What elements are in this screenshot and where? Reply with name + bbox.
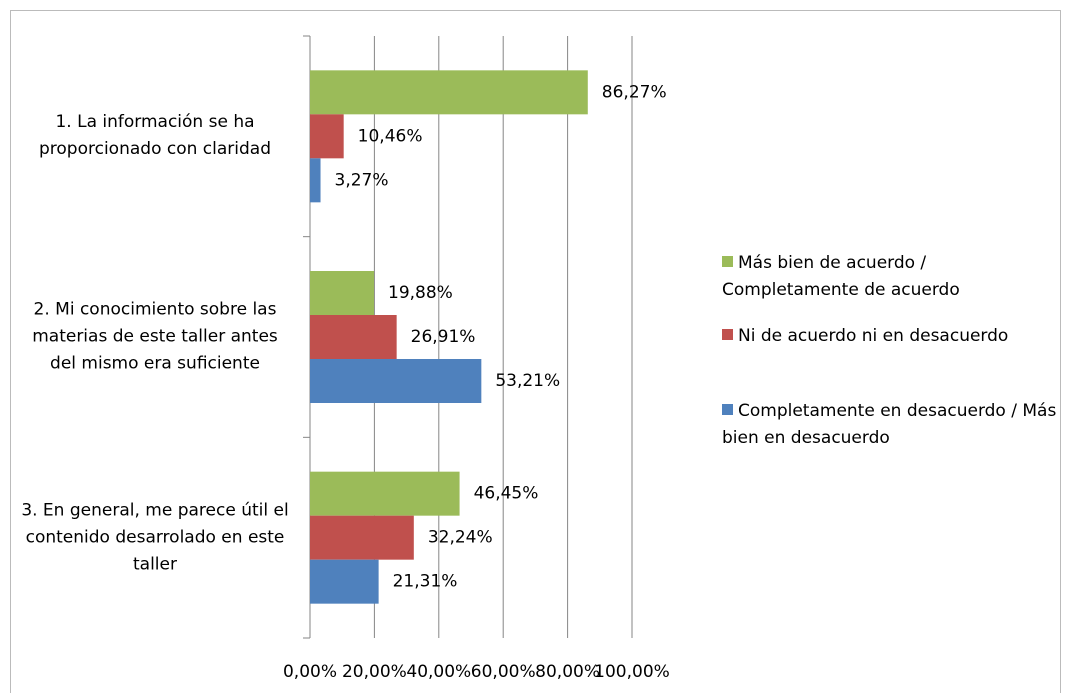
bar: [310, 471, 460, 516]
legend-item: Ni de acuerdo ni en desacuerdo: [722, 323, 1062, 350]
legend-item: Completamente en desacuerdo / Más bien e…: [722, 398, 1062, 452]
bar: [310, 114, 344, 159]
legend-label: Completamente en desacuerdo / Más bien e…: [722, 401, 1057, 448]
x-tick-label: 20,00%: [342, 662, 407, 682]
chart-frame: [10, 10, 1061, 693]
category-label: 2. Mi conocimiento sobre las materias de…: [32, 299, 278, 374]
x-tick-label: 40,00%: [406, 662, 471, 682]
category-label: 1. La información se ha proporcionado co…: [39, 112, 271, 160]
legend-item: Más bien de acuerdo / Completamente de a…: [722, 250, 1062, 304]
value-label: 21,31%: [393, 572, 458, 592]
bar: [310, 158, 321, 203]
bar: [310, 359, 482, 403]
value-label: 26,91%: [411, 327, 476, 347]
value-label: 53,21%: [495, 371, 560, 391]
category-label: 3. En general, me parece útil el conteni…: [21, 500, 289, 575]
bar: [310, 271, 375, 315]
value-label: 46,45%: [474, 484, 539, 504]
legend-swatch: [722, 329, 733, 340]
x-tick-label: 60,00%: [471, 662, 536, 682]
value-label: 86,27%: [602, 82, 667, 102]
legend-label: Más bien de acuerdo / Completamente de a…: [722, 253, 960, 300]
legend-swatch: [722, 404, 733, 415]
bar: [310, 315, 397, 359]
value-label: 10,46%: [358, 126, 423, 146]
legend-swatch: [722, 256, 733, 267]
x-tick-label: 0,00%: [283, 662, 337, 682]
bar: [310, 70, 588, 115]
x-tick-label: 100,00%: [594, 662, 670, 682]
bar: [310, 559, 379, 604]
bar: [310, 515, 414, 560]
legend-label: Ni de acuerdo ni en desacuerdo: [738, 326, 1009, 346]
value-label: 19,88%: [388, 283, 453, 303]
value-label: 32,24%: [428, 528, 493, 548]
x-tick-label: 80,00%: [535, 662, 600, 682]
value-label: 3,27%: [335, 170, 389, 190]
